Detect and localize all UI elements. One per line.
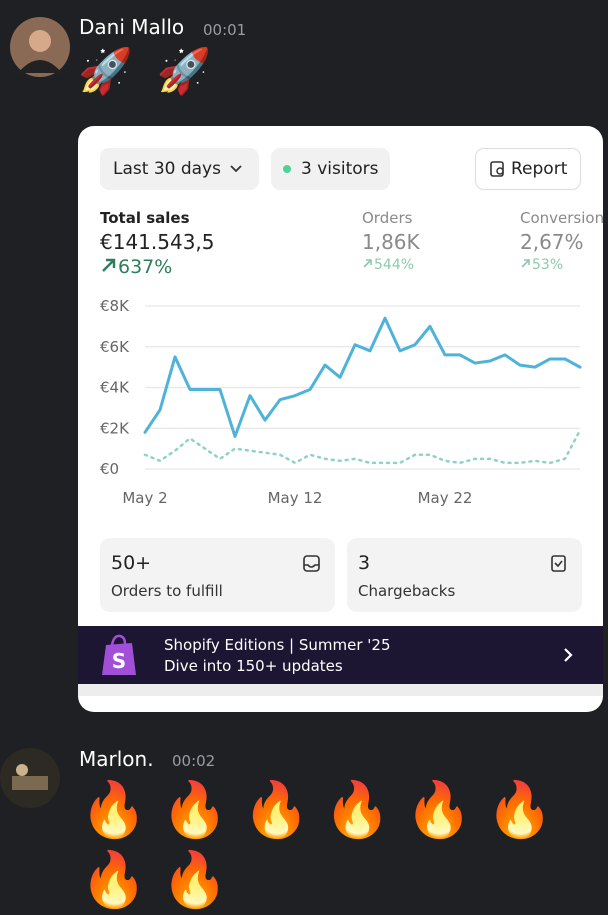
- change-value: 53%: [532, 257, 564, 273]
- y-tick-label: €6K: [100, 338, 130, 356]
- series-line: [143, 316, 582, 438]
- avatar: [10, 17, 70, 77]
- sales-chart: €0 €2K €4K €6K €8K May 2 May 12 May 22: [100, 297, 582, 507]
- timestamp: 00:01: [203, 21, 247, 39]
- chevron-right: [564, 648, 573, 662]
- status-dot: [283, 165, 291, 173]
- emoji: 🔥: [161, 848, 229, 911]
- emoji: 🔥: [405, 778, 473, 841]
- arrow: [363, 259, 372, 268]
- y-tick-label: €2K: [100, 419, 130, 437]
- metric-value: 2,67%: [520, 230, 584, 254]
- author: Dani Mallo: [79, 15, 185, 39]
- x-tick-label: May 22: [418, 489, 473, 507]
- filter-label: Last 30 days: [113, 159, 221, 179]
- author: Marlon.: [79, 747, 154, 771]
- metric-label: Orders: [362, 209, 413, 227]
- change-value: 637%: [118, 256, 173, 278]
- tile-value: 3: [358, 552, 371, 574]
- y-tick-label: €8K: [100, 297, 130, 315]
- x-tick-label: May 2: [122, 489, 167, 507]
- emoji: 🚀: [78, 46, 133, 97]
- arrow: [102, 258, 116, 272]
- y-tick-label: €0: [100, 460, 119, 478]
- timestamp: 00:02: [172, 752, 216, 770]
- shopify-logo: S: [102, 634, 136, 675]
- avatar: [0, 748, 60, 808]
- metric-label: Conversion: [520, 209, 603, 227]
- metric-label: Total sales: [100, 209, 190, 227]
- x-tick-label: May 12: [268, 489, 323, 507]
- visitors[interactable]: 3 visitors: [271, 148, 390, 190]
- tile-label: Chargebacks: [358, 582, 456, 600]
- emoji-row: 🔥 🔥 🔥 🔥 🔥 🔥🔥 🔥: [80, 775, 600, 915]
- tile[interactable]: 50+ Orders to fulfill: [100, 538, 335, 612]
- emoji: 🔥: [80, 848, 148, 911]
- chevron: [230, 165, 242, 173]
- y-tick-label: €4K: [100, 379, 130, 397]
- emoji: 🔥: [161, 778, 229, 841]
- banner-subtitle: Dive into 150+ updates: [164, 657, 343, 675]
- tile-label: Orders to fulfill: [111, 582, 223, 600]
- tile-value: 50+: [111, 552, 152, 574]
- emoji: 🔥: [242, 778, 310, 841]
- metric-value: €141.543,5: [100, 230, 215, 254]
- emoji: 🔥: [323, 778, 391, 841]
- date-filter[interactable]: Last 30 days: [100, 148, 259, 190]
- emoji: 🔥: [486, 778, 554, 841]
- clipboard-icon: [551, 555, 566, 572]
- metric-change: 53%: [520, 257, 563, 273]
- report-button[interactable]: Report: [475, 148, 581, 190]
- report-icon: [490, 161, 504, 177]
- emoji-row: 🚀 🚀: [78, 50, 212, 94]
- metric-value: 1,86K: [362, 230, 420, 254]
- emoji: 🔥: [80, 778, 148, 841]
- card-footer: [78, 684, 603, 696]
- report-label: Report: [511, 159, 568, 179]
- arrow: [521, 259, 530, 268]
- metric-change: 544%: [362, 257, 414, 273]
- emoji: 🚀: [156, 46, 212, 97]
- banner-title: Shopify Editions | Summer '25: [164, 636, 391, 654]
- change-value: 544%: [374, 257, 415, 273]
- embed-card: Last 30 days 3 visitors Report Total sal…: [78, 126, 603, 712]
- tile[interactable]: 3 Chargebacks: [347, 538, 582, 612]
- visitors-label: 3 visitors: [301, 159, 379, 179]
- svg-text:S: S: [112, 649, 126, 673]
- series-line: [143, 429, 582, 465]
- inbox-icon: [303, 555, 320, 572]
- banner[interactable]: S Shopify Editions | Summer '25 Dive int…: [78, 626, 603, 684]
- metric-change: 637%: [100, 256, 172, 278]
